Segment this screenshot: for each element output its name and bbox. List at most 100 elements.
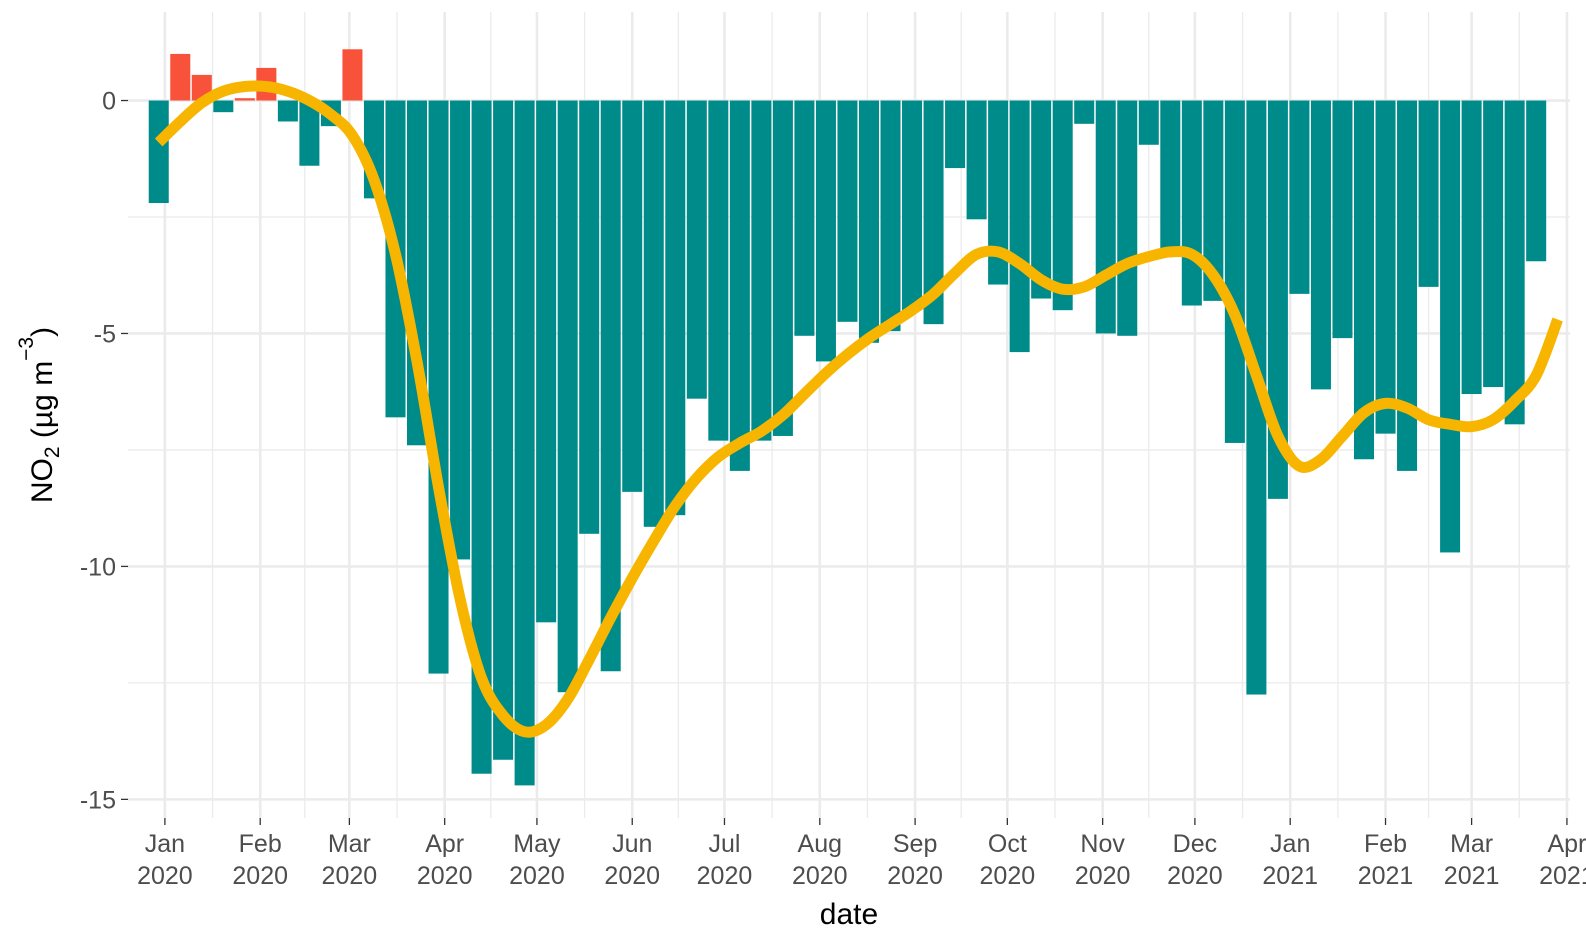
y-tick-label: -10 [80,553,116,581]
y-axis-title-part: ) [26,327,59,337]
bar [1246,100,1267,695]
bar [708,100,729,441]
bar [1052,100,1073,311]
bar [1483,100,1504,388]
x-tick-label: Feb 2020 [232,830,288,890]
x-tick-year: 2020 [792,862,848,890]
bar [579,100,600,534]
bar [945,100,966,169]
bar [1267,100,1288,499]
x-tick-year: 2020 [322,862,378,890]
x-tick-month: Feb [1364,830,1407,858]
bar [1526,100,1547,262]
bar [902,100,923,311]
y-axis-title-part: −3 [15,337,38,361]
bar [1440,100,1461,553]
bar [966,100,987,220]
bar [1117,100,1138,336]
x-tick-month: Apr [1547,830,1586,858]
x-tick-label: Mar 2020 [322,830,378,890]
bar [794,100,815,336]
trend-line-group [154,80,1563,738]
x-tick-label: Mar 2021 [1444,830,1500,890]
x-tick-month: Mar [1450,830,1493,858]
bar [1353,100,1375,460]
x-tick-year: 2021 [1539,862,1586,890]
x-tick-month: Jan [1270,830,1310,858]
y-axis-title-part: NO [26,458,59,503]
bar [643,100,664,527]
bar [1224,100,1245,443]
bar [665,100,686,516]
x-tick-month: Dec [1173,830,1217,858]
bar [815,100,836,362]
x-tick-month: Aug [798,830,842,858]
x-tick-year: 2020 [887,862,943,890]
bar [923,100,944,325]
x-tick-label: Dec 2020 [1167,830,1223,890]
bar [837,100,858,322]
bar [622,100,643,492]
bar [1289,100,1310,294]
bar [1397,100,1418,471]
x-tick-year: 2020 [509,862,565,890]
bar [1310,100,1331,390]
bar [514,100,535,786]
bar [1332,100,1353,339]
x-axis-title: date [820,898,878,931]
trend-line [154,80,1563,738]
x-tick-year: 2021 [1262,862,1318,890]
x-tick-year: 2020 [980,862,1036,890]
bar [1009,100,1030,353]
x-tick-month: Nov [1080,830,1125,858]
bar [751,100,772,441]
x-tick-year: 2020 [697,862,753,890]
y-tick-label: -15 [80,786,116,814]
x-tick-month: Mar [328,830,371,858]
bar [1031,100,1052,299]
x-tick-month: Jul [708,830,740,858]
bar [600,100,621,672]
bar [1375,100,1396,434]
bar [686,100,707,399]
bar [1160,100,1181,255]
bar [1461,100,1482,395]
bar [729,100,750,471]
y-axis-title: NO2 (µg m−3) [15,327,64,503]
bar [536,100,557,623]
x-tick-year: 2020 [1167,862,1223,890]
bar [428,100,449,674]
x-tick-year: 2020 [232,862,288,890]
x-tick-month: Oct [988,830,1027,858]
x-tick-label: Apr 2020 [417,830,473,890]
x-tick-year: 2021 [1358,862,1414,890]
bar [557,100,578,693]
bar [1074,100,1095,124]
bar [213,100,234,113]
x-axis-ticks: Jan 2020 Feb 2020 Mar 2020 Apr 2020 May 2020 Jun 20… [137,818,1586,890]
x-tick-label: Oct 2020 [980,830,1036,890]
y-axis-title-part: (µg m [26,361,59,447]
x-tick-month: Feb [239,830,282,858]
x-tick-label: Nov 2020 [1075,830,1131,890]
bar [493,100,514,760]
bar [1504,100,1525,425]
bar [170,53,191,101]
x-tick-year: 2020 [604,862,660,890]
x-tick-label: May 2020 [509,830,565,890]
x-tick-label: Sep 2020 [887,830,943,890]
bar [299,100,320,166]
x-tick-month: Jan [145,830,185,858]
bar [1203,100,1224,301]
bar [772,100,793,436]
x-tick-label: Jan 2021 [1262,830,1318,890]
bar [1418,100,1439,287]
x-tick-label: Aug 2020 [792,830,848,890]
x-tick-label: Apr 2021 [1539,830,1586,890]
x-tick-year: 2020 [137,862,193,890]
bar [858,100,879,343]
bar [988,100,1009,285]
bar [1181,100,1202,306]
bar-series [148,49,1547,786]
